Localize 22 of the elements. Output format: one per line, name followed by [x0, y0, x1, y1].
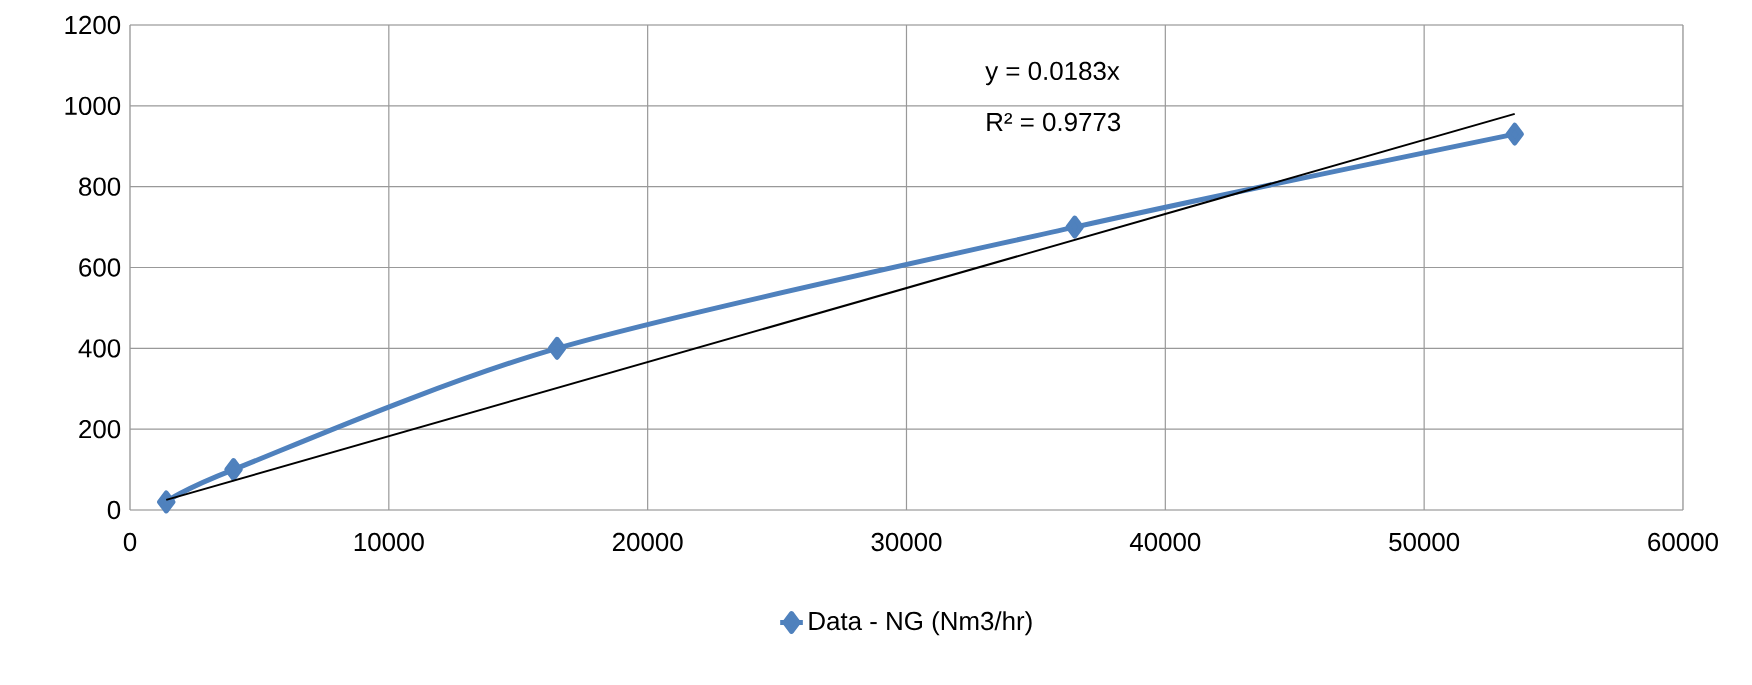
y-tick-label: 600	[79, 258, 121, 277]
y-tick-label: 1200	[65, 15, 121, 35]
y-tick-label: 200	[79, 419, 121, 439]
annotation: y = 0.0183x	[985, 61, 1120, 86]
y-tick-label: 1000	[65, 96, 121, 115]
legend-label: Data - NG (Nm3/hr)	[809, 611, 1032, 636]
x-tick-label: 0	[123, 532, 137, 552]
x-tick-label: 20000	[612, 532, 683, 552]
point	[224, 458, 243, 482]
x-tick-label: 60000	[1648, 532, 1718, 552]
x-tick-label: 30000	[871, 532, 942, 552]
y-tick-label: 400	[78, 339, 121, 358]
point	[1065, 215, 1084, 239]
point	[1505, 122, 1524, 146]
point	[547, 336, 567, 360]
x-tick-label: 50000	[1389, 532, 1460, 552]
x-tick-label: 10000	[354, 532, 424, 552]
y-tick-label: 800	[79, 177, 121, 196]
y-tick-label: 0	[107, 500, 121, 520]
annotation: R² = 0.9773	[987, 112, 1121, 132]
x-tick-label: 40000	[1129, 532, 1201, 552]
point	[157, 490, 176, 514]
